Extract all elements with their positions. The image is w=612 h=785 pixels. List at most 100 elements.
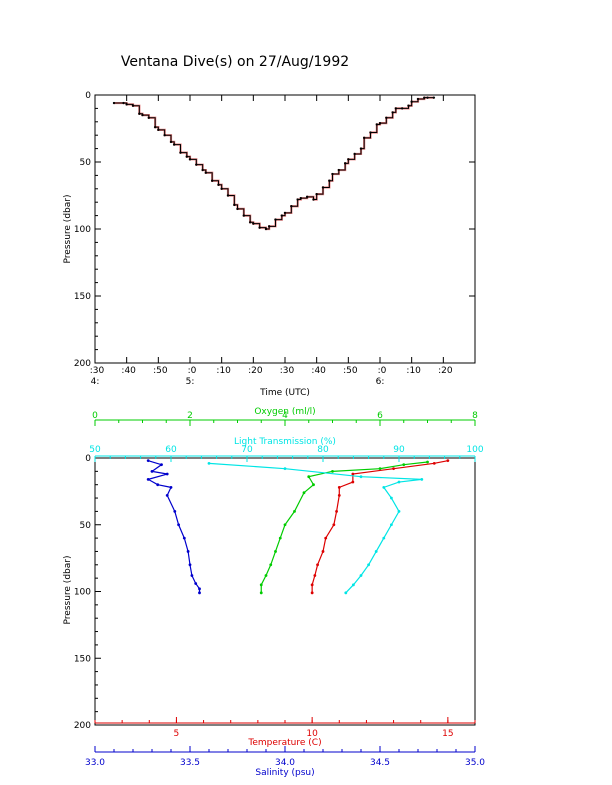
temperature-profile-point [313,574,317,577]
light_transmission-tick-label: 90 [393,445,405,455]
salinity-profile-point [169,485,173,489]
salinity-profile-point [160,463,163,467]
light_transmission-tick-label: 100 [466,445,483,455]
bottom-y-tick-label: 100 [74,588,91,598]
chart-title: Ventana Dive(s) on 27/Aug/1992 [121,54,349,70]
time-series-point [337,168,341,172]
time-series-point [312,198,315,201]
salinity-tick-label: 33.0 [85,758,105,768]
temperature-profile-point [446,459,450,463]
salinity-profile-point [156,483,160,487]
salinity-profile-point [165,472,169,476]
top-y-tick-label: 100 [74,225,91,235]
temperature-profile-point [316,563,319,567]
salinity-tick-label: 34.5 [370,758,390,768]
oxygen-tick-label: 8 [472,411,478,421]
time-series-point [233,203,236,207]
time-series-point [378,121,382,125]
light_transmission-profile-point [390,523,393,527]
oxygen-profile-point [274,550,277,553]
oxygen-profile-point [264,574,268,577]
top-y-tick-label: 50 [80,158,92,168]
salinity-axis-label: Salinity (psu) [255,768,314,778]
top-y-tick-label: 150 [74,292,91,302]
oxygen-profile-point [307,475,311,479]
time-pressure-series [112,96,436,231]
oxygen-tick-label: 0 [92,411,98,421]
temperature-axis: Temperature (C) 5 10 15 [94,717,476,748]
light-axis-label: Light Transmission (%) [234,437,336,447]
oxygen-profile-point [293,510,296,513]
time-series-point [296,198,299,201]
time-series-point [131,104,135,107]
time-series-point [220,187,223,190]
salinity-profile-point [177,523,181,527]
light_transmission-profile-point [344,591,348,595]
time-series-point [416,97,420,101]
time-series-point [169,140,173,144]
bottom-y-tick-label: 150 [74,654,91,664]
time-series-point [242,214,246,217]
salinity-tick-label: 35.0 [465,758,485,768]
oxygen-profile-point [278,536,282,540]
time-series-point [321,186,325,189]
bottom-y-tick-label: 200 [74,721,91,731]
top-y-axis-label: Pressure (dbar) [63,195,73,264]
temperature-profile-point [351,472,355,476]
top-x-tick-label: :10 [406,366,421,376]
time-series-point [226,194,230,197]
oxygen-profile-point [259,591,263,595]
profile-series [146,459,450,595]
salinity-profile-point [146,477,150,481]
time-series-point [362,136,366,140]
time-series-point [122,101,125,105]
time-series-point [423,96,426,99]
light_transmission-profile-point [374,550,378,553]
time-series-point [138,112,141,115]
light_transmission-profile-point [420,477,424,481]
top-x-tick-label: :20 [438,366,453,376]
time-series-point [179,151,182,154]
temperature-profile-point [310,583,314,587]
time-series-point [410,100,413,103]
light_transmission-profile-point [397,510,401,513]
temperature-tick-label: 10 [306,729,318,739]
time-series-point [141,113,144,117]
light_transmission-tick-label: 70 [241,445,253,455]
temperature-profile-point [310,591,314,595]
salinity-ticks: 33.0 33.5 34.0 34.5 35.0 [85,746,485,768]
light_transmission-profile-point [359,475,363,479]
time-series-point [343,162,347,165]
top-y-tick-label: 200 [74,359,91,369]
temperature-profile-point [351,480,355,484]
oxygen-profile-point [426,460,429,464]
temperature-profile-point [332,523,336,527]
time-series-point [385,116,388,119]
top-plot-frame [94,94,476,364]
oxygen-profile-point [331,469,334,473]
time-series-point [391,111,394,114]
oxygen-profile-point [259,583,263,587]
light_transmission-profile-point [382,536,386,540]
top-hour-label: 6: [376,377,385,387]
light_transmission-tick-label: 60 [165,445,177,455]
light-transmission-axis: Light Transmission (%) 50 60 70 80 90 100 [89,437,484,462]
time-series-point [359,147,363,150]
light_transmission-profile-point [359,574,363,577]
temperature-profile-point [432,461,436,465]
top-x-tick-label: :10 [216,366,231,376]
time-series-point [172,143,176,146]
top-y-ticks: 0 50 100 150 200 [74,91,475,369]
oxygen-tick-label: 6 [377,411,383,421]
time-series-point [153,125,157,129]
bottom-y-tick-label: 0 [85,454,91,464]
temperature-profile-point [335,510,338,513]
light_transmission-profile-point [390,496,393,500]
time-series-point [375,123,379,126]
top-x-tick-label: :0 [378,366,387,376]
salinity-profile-point [190,574,194,577]
temperature-profile-point [324,536,328,540]
time-series-point [432,96,436,99]
